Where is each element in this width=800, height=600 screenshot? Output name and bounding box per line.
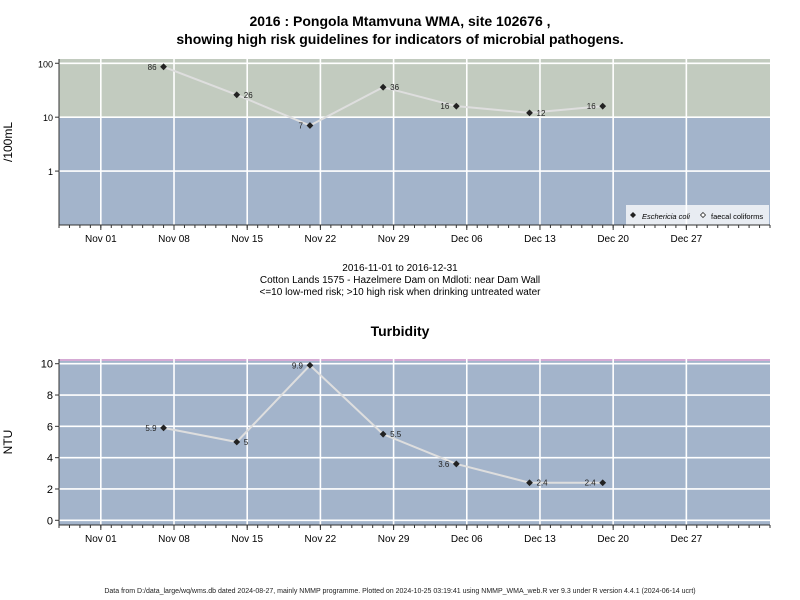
x-tick-label: Nov 22 (305, 534, 337, 545)
data-label: 12 (537, 109, 546, 118)
data-label: 5 (244, 438, 249, 447)
data-label: 16 (440, 102, 449, 111)
data-point (160, 63, 167, 71)
legend-ecoli-marker (630, 212, 636, 218)
x-tick-label: Nov 08 (158, 234, 190, 245)
plot-panel (59, 359, 770, 525)
chart-title-line-2: showing high risk guidelines for indicat… (176, 31, 624, 47)
data-point (379, 83, 387, 91)
data-label: 86 (148, 63, 157, 72)
chart-legend: Eschericia coli faecal coliforms (626, 205, 769, 225)
x-tick-label: Nov 15 (231, 534, 263, 545)
x-tick-label: Nov 01 (85, 534, 117, 545)
site-description-text: Cotton Lands 1575 - Hazelmere Dam on Mdl… (259, 275, 541, 286)
x-tick-label: Dec 13 (524, 234, 556, 245)
y-tick-label: 1 (48, 167, 53, 177)
y-tick-label: 4 (47, 453, 53, 465)
y-tick-label: 0 (47, 515, 53, 527)
x-tick-label: Dec 20 (597, 534, 629, 545)
risk-note-text: <=10 low-med risk; >10 high risk when dr… (259, 287, 541, 298)
legend-box (626, 205, 769, 225)
data-point (452, 460, 460, 468)
data-label: 5.9 (145, 424, 157, 433)
data-point (379, 430, 387, 438)
chart-title-line-1: 2016 : Pongola Mtamvuna WMA, site 102676… (249, 13, 551, 29)
data-label: 16 (587, 102, 596, 111)
data-label: 5.5 (390, 430, 402, 439)
legend-ecoli-label: Eschericia coli (642, 212, 690, 221)
x-tick-label: Dec 20 (597, 234, 629, 245)
y-tick-label: 100 (38, 59, 53, 69)
x-tick-label: Dec 06 (451, 234, 483, 245)
data-point (526, 109, 533, 117)
data-point (599, 102, 607, 110)
data-point (306, 361, 314, 369)
data-point (233, 91, 241, 99)
data-point (452, 102, 460, 110)
data-label: 36 (390, 83, 399, 92)
data-point (306, 122, 314, 129)
x-tick-label: Dec 27 (671, 534, 703, 545)
x-tick-label: Nov 15 (231, 234, 263, 245)
y-tick-label: 8 (47, 390, 53, 402)
data-point (233, 438, 241, 446)
y-axis-label: NTU (1, 430, 15, 455)
x-tick-label: Nov 22 (305, 234, 337, 245)
x-tick-label: Nov 29 (378, 234, 410, 245)
data-label: 2.4 (585, 479, 597, 488)
y-tick-label: 10 (43, 113, 53, 123)
x-tick-label: Nov 29 (378, 534, 410, 545)
data-point (160, 424, 167, 432)
data-label: 2.4 (537, 479, 549, 488)
x-tick-label: Dec 27 (671, 234, 703, 245)
turbidity-title: Turbidity (370, 323, 430, 339)
data-label: 26 (244, 91, 253, 100)
footer-note: Data from D:/data_large/wq/wms.db dated … (104, 588, 696, 595)
legend-faecal-label: faecal coliforms (711, 212, 763, 221)
y-axis-label: /100mL (1, 122, 15, 162)
data-label: 7 (298, 122, 303, 131)
high-risk-band (59, 59, 770, 118)
x-tick-label: Nov 08 (158, 534, 190, 545)
x-tick-label: Dec 13 (524, 534, 556, 545)
x-tick-label: Dec 06 (451, 534, 483, 545)
data-label: 9.9 (292, 361, 304, 370)
data-point (599, 479, 607, 487)
y-tick-label: 6 (47, 421, 53, 433)
data-label: 3.6 (438, 460, 450, 469)
legend-faecal-marker (699, 211, 707, 219)
y-tick-label: 2 (47, 484, 53, 496)
y-tick-label: 10 (41, 359, 53, 371)
data-point (526, 479, 533, 487)
date-range-text: 2016-11-01 to 2016-12-31 (342, 263, 458, 274)
x-tick-label: Nov 01 (85, 234, 117, 245)
